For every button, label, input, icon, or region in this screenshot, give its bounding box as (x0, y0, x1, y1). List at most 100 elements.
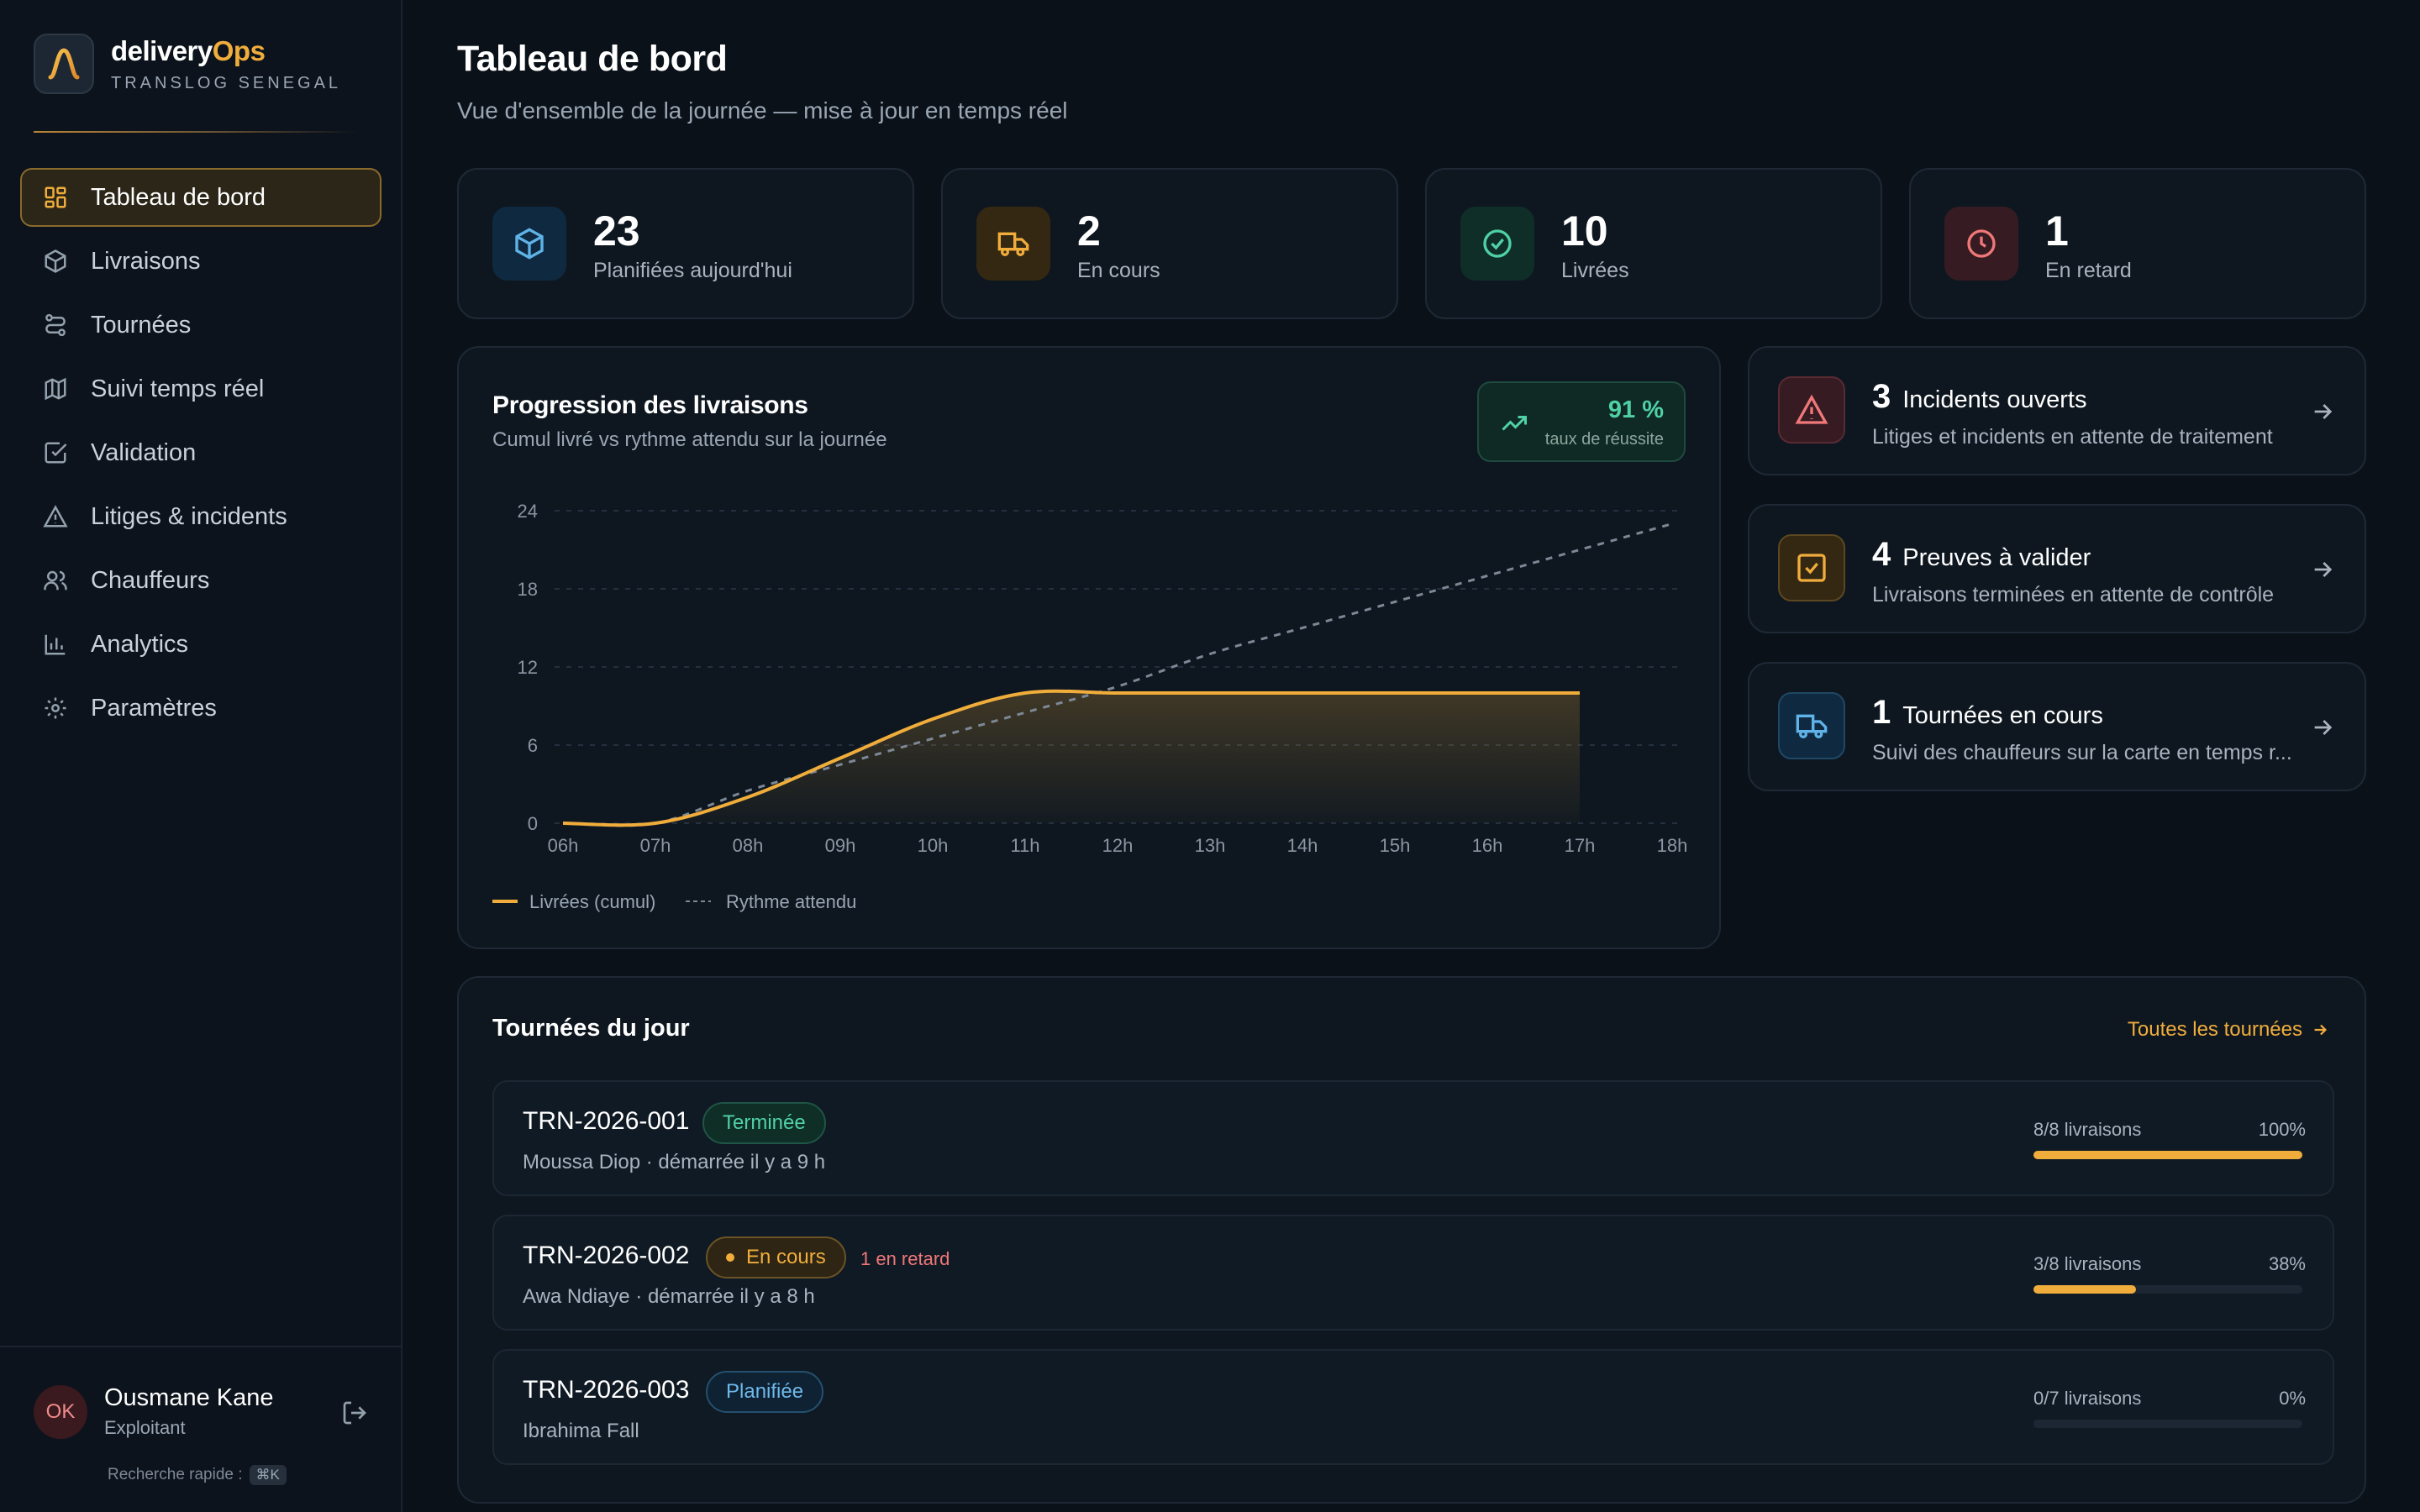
tour-meta: Moussa Diop · démarrée il y a 9 h (523, 1151, 826, 1173)
page-subtitle: Vue d'ensemble de la journée — mise à jo… (457, 97, 1068, 123)
action-title: Tournées en cours (1902, 702, 2103, 729)
kpi-late[interactable]: 1 En retard (1909, 168, 2366, 319)
sidebar-item-label: Livraisons (91, 247, 201, 275)
kpi-label: En retard (2045, 259, 2132, 282)
sidebar-item-drivers[interactable]: Chauffeurs (20, 551, 381, 610)
action-title: Incidents ouverts (1902, 386, 2087, 413)
kpi-value: 1 (2045, 207, 2069, 255)
sidebar-item-analytics[interactable]: Analytics (20, 615, 381, 674)
legend-expected-label: Rythme attendu (726, 891, 856, 912)
page-title: Tableau de bord (457, 39, 728, 79)
kpi-value: 23 (593, 207, 640, 255)
tour-row[interactable]: TRN-2026-002 En cours 1 en retard Awa Nd… (492, 1215, 2334, 1331)
action-description: Litiges et incidents en attente de trait… (1872, 425, 2273, 449)
sidebar-item-label: Analytics (91, 630, 189, 658)
x-tick-label: 12h (1102, 835, 1134, 856)
delivered-line (562, 689, 1580, 827)
progress-percent: 0% (2279, 1388, 2306, 1409)
kpi-value: 2 (1077, 207, 1101, 255)
sidebar-item-deliveries[interactable]: Livraisons (20, 232, 381, 291)
status-badge: En cours (706, 1236, 846, 1278)
package-icon (42, 248, 69, 275)
tour-row[interactable]: TRN-2026-001 Terminée Moussa Diop · déma… (492, 1080, 2334, 1196)
y-tick-label: 24 (518, 501, 538, 522)
sidebar-item-label: Tableau de bord (91, 183, 266, 211)
x-tick-label: 17h (1565, 835, 1596, 856)
sidebar-item-label: Suivi temps réel (91, 375, 265, 402)
kpi-label: Livrées (1561, 259, 1629, 282)
bar-chart-icon (42, 631, 69, 658)
gear-icon (42, 695, 69, 722)
progress-bar (2033, 1420, 2302, 1428)
user-profile: OK Ousmane Kane Exploitant (34, 1384, 370, 1439)
all-tours-link[interactable]: Toutes les tournées (2128, 1018, 2329, 1042)
late-indicator: 1 en retard (860, 1248, 950, 1269)
x-tick-label: 06h (548, 835, 579, 856)
trending-up-icon (1502, 416, 1527, 431)
x-tick-label: 09h (825, 835, 856, 856)
arrow-right-icon (2314, 720, 2333, 735)
avatar[interactable]: OK (34, 1384, 87, 1439)
kpi-label: En cours (1077, 259, 1160, 282)
x-tick-label: 11h (1010, 835, 1039, 856)
status-badge: Terminée (702, 1102, 826, 1144)
users-icon (42, 567, 69, 594)
sidebar-item-label: Litiges & incidents (91, 502, 287, 530)
delivered-area (563, 690, 1580, 826)
brand-subtitle: TRANSLOG SENEGAL (111, 73, 342, 92)
warning-icon (1778, 376, 1845, 444)
active-tours-card[interactable]: 1 Tournées en cours Suivi des chauffeurs… (1748, 662, 2366, 791)
logout-icon[interactable] (339, 1398, 370, 1428)
quick-search-label: Recherche rapide : (108, 1466, 243, 1483)
expected-line (562, 522, 1673, 827)
tour-id: TRN-2026-003 (523, 1376, 690, 1404)
user-name: Ousmane Kane (104, 1384, 274, 1411)
delivery-chart: 0 6 12 18 24 06h 07h 08h 09h 10h 11h 12h 13h 14h 15h 1… (492, 501, 1688, 912)
action-title: Preuves à valider (1902, 544, 2091, 571)
sidebar-item-dashboard[interactable]: Tableau de bord (20, 168, 381, 227)
x-tick-label: 18h (1657, 835, 1688, 856)
delivery-progress-panel: Progression des livraisons Cumul livré v… (457, 346, 1721, 949)
sidebar-item-settings[interactable]: Paramètres (20, 679, 381, 738)
progress-percent: 38% (2268, 1253, 2306, 1274)
success-rate-value: 91 % (1607, 396, 1664, 423)
sidebar-item-label: Tournées (91, 311, 192, 339)
progress-bar (2033, 1285, 2302, 1294)
x-tick-label: 08h (733, 835, 764, 856)
action-description: Suivi des chauffeurs sur la carte en tem… (1872, 741, 2292, 764)
y-tick-label: 0 (528, 813, 538, 834)
kpi-delivered[interactable]: 10 Livrées (1425, 168, 1882, 319)
action-description: Livraisons terminées en attente de contr… (1872, 583, 2275, 606)
quick-search-hint[interactable]: Recherche rapide : ⌘K (108, 1465, 287, 1485)
all-tours-link-label: Toutes les tournées (2127, 1018, 2302, 1041)
x-tick-label: 14h (1287, 835, 1318, 856)
warning-icon (42, 503, 69, 530)
keyboard-shortcut: ⌘K (249, 1465, 287, 1485)
sidebar-item-tours[interactable]: Tournées (20, 296, 381, 354)
truck-icon (1778, 692, 1845, 759)
brand[interactable]: deliveryOps TRANSLOG SENEGAL (34, 34, 341, 94)
tour-id: TRN-2026-002 (523, 1242, 690, 1269)
y-tick-label: 12 (518, 657, 538, 678)
proofs-card[interactable]: 4 Preuves à valider Livraisons terminées… (1748, 504, 2366, 633)
check-square-icon (1778, 534, 1845, 601)
incidents-card[interactable]: 3 Incidents ouverts Litiges et incidents… (1748, 346, 2366, 475)
tour-row[interactable]: TRN-2026-003 Planifiée Ibrahima Fall 0/7… (492, 1349, 2334, 1465)
action-count: 4 (1872, 536, 1891, 573)
user-role: Exploitant (104, 1417, 186, 1438)
check-circle-icon (1460, 207, 1534, 281)
check-square-icon (42, 439, 69, 466)
kpi-planned[interactable]: 23 Planifiées aujourd'hui (457, 168, 914, 319)
progress-label: 3/8 livraisons (2033, 1253, 2142, 1274)
sidebar-item-validation[interactable]: Validation (20, 423, 381, 482)
status-dot (726, 1253, 734, 1262)
kpi-label: Planifiées aujourd'hui (593, 259, 792, 282)
brand-divider (34, 131, 358, 133)
clock-icon (1944, 207, 2018, 281)
kpi-in-progress[interactable]: 2 En cours (941, 168, 1398, 319)
route-icon (42, 312, 69, 339)
y-tick-label: 18 (518, 579, 538, 600)
y-tick-label: 6 (528, 735, 538, 756)
sidebar-item-disputes[interactable]: Litiges & incidents (20, 487, 381, 546)
sidebar-item-live-tracking[interactable]: Suivi temps réel (20, 360, 381, 418)
